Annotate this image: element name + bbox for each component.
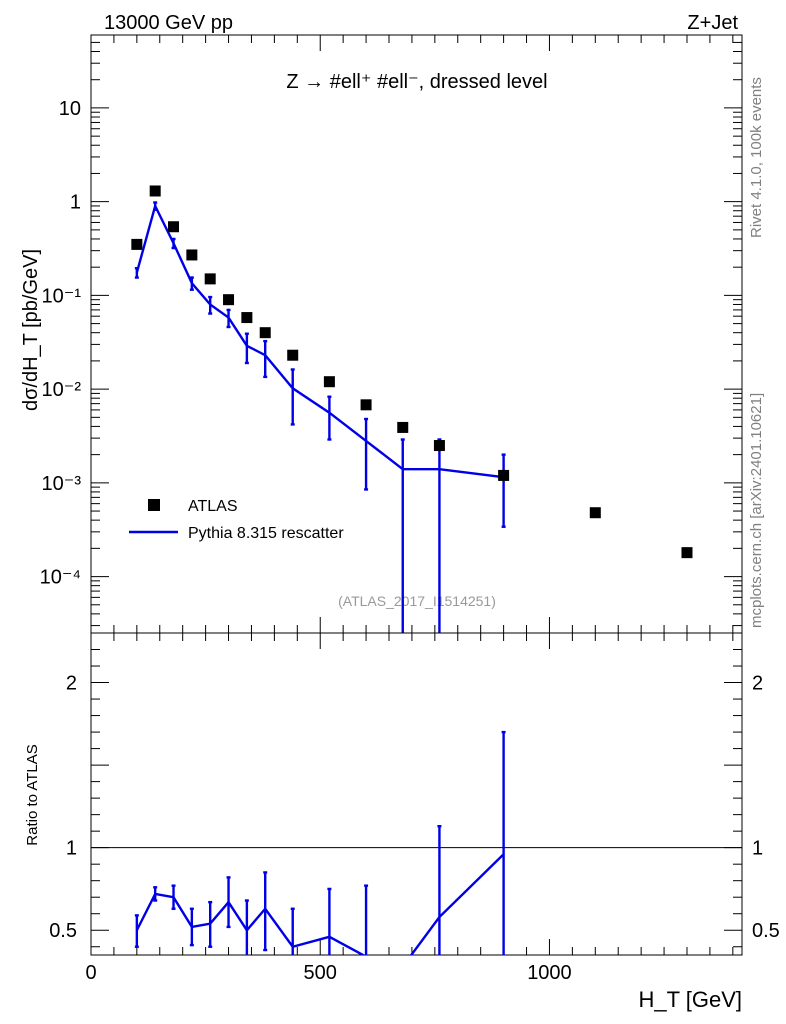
x-tick-label: 500 — [304, 962, 337, 984]
energy-label: 13000 GeV pp — [104, 12, 233, 34]
y-tick-label: 1 — [70, 192, 81, 214]
legend-marker-data — [148, 499, 160, 511]
main-y-ticks: 10 1 10⁻¹ 10⁻² 10⁻³ 10⁻⁴ — [40, 34, 742, 633]
data-point — [259, 327, 271, 339]
data-markers — [131, 185, 693, 559]
mc-series-line — [135, 202, 504, 479]
y-tick-label: 10⁻² — [42, 379, 82, 401]
ratio-axis-ticks: 0 500 1000 0.5 0.5 1 1 2 2 — [49, 632, 780, 984]
x-axis-label: H_T [GeV] — [638, 987, 742, 1012]
ratio-y-axis-label: Ratio to ATLAS — [24, 744, 41, 845]
x-tick-label: 1000 — [527, 962, 572, 984]
ratio-y-tick-label-right: 2 — [752, 673, 763, 695]
ratio-y-tick-label: 2 — [66, 673, 77, 695]
data-point — [287, 349, 299, 361]
mcplots-label: mcplots.cern.ch [arXiv:2401.10621] — [748, 393, 765, 628]
process-label: Z+Jet — [687, 12, 738, 34]
ratio-y-tick-label-right: 1 — [752, 838, 763, 860]
data-point — [589, 507, 601, 519]
legend: ATLAS Pythia 8.315 rescatter — [129, 498, 344, 542]
data-point — [397, 421, 409, 433]
ratio-y-tick-label: 1 — [66, 838, 77, 860]
ratio-y-tick-label: 0.5 — [49, 920, 77, 942]
data-point — [433, 440, 445, 452]
y-tick-label: 10 — [59, 98, 81, 120]
main-frame — [90, 34, 743, 634]
mc-error-bars — [134, 201, 506, 633]
rivet-version-label: Rivet 4.1.0, 100k events — [748, 77, 765, 238]
data-point — [168, 221, 180, 233]
data-point — [241, 312, 253, 324]
ratio-series-line — [135, 853, 505, 955]
y-tick-label: 10⁻¹ — [42, 285, 82, 307]
data-point — [223, 294, 235, 306]
main-y-axis-label: dσ/dH_T [pb/GeV] — [20, 249, 42, 411]
ratio-panel: Ratio to ATLAS 0 500 1000 0.5 0.5 1 1 2 2 H_T [G… — [24, 632, 780, 1012]
analysis-watermark: (ATLAS_2017_I1514251) — [338, 593, 496, 609]
ratio-y-tick-label-right: 0.5 — [752, 920, 780, 942]
legend-label-data: ATLAS — [188, 498, 238, 515]
data-point — [681, 547, 693, 559]
data-point — [323, 376, 335, 388]
data-point — [498, 469, 510, 481]
ratio-frame — [90, 632, 743, 956]
x-tick-label: 0 — [85, 962, 96, 984]
main-panel: Z → #ell⁺ #ell⁻, dressed level (ATLAS_20… — [20, 34, 743, 634]
data-point — [149, 185, 161, 197]
data-point — [131, 238, 143, 250]
main-title: Z → #ell⁺ #ell⁻, dressed level — [286, 71, 547, 93]
legend-label-mc: Pythia 8.315 rescatter — [188, 525, 344, 542]
data-point — [204, 273, 216, 285]
y-tick-label: 10⁻³ — [42, 473, 82, 495]
data-point — [360, 399, 372, 411]
y-tick-label: 10⁻⁴ — [40, 567, 81, 589]
ratio-error-bars — [134, 730, 506, 955]
data-point — [186, 249, 198, 261]
